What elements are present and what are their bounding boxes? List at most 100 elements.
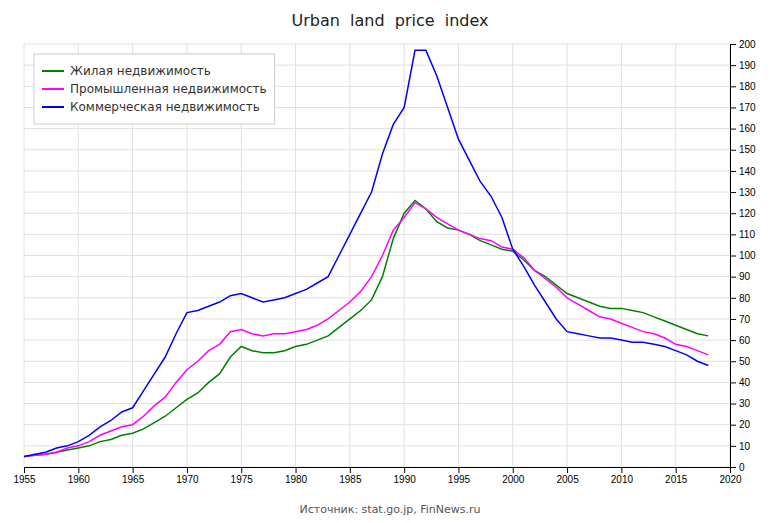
legend: Жилая недвижимость Промышленная недвижимо… [34, 54, 275, 124]
legend-item: Коммерческая недвижимость [42, 100, 260, 114]
x-tick-label: 1990 [394, 474, 417, 485]
legend-swatch [42, 70, 64, 72]
x-tick: 2015 [665, 467, 688, 485]
grid-line-x [675, 44, 676, 467]
y-tick-mark [730, 298, 736, 299]
x-tick-label: 1975 [231, 474, 254, 485]
x-tick-mark [621, 467, 622, 473]
grid-line-y [24, 403, 730, 404]
y-tick-mark [730, 340, 736, 341]
x-tick: 1955 [13, 467, 36, 485]
grid-line-y [24, 44, 730, 45]
legend-item: Жилая недвижимость [42, 64, 211, 78]
y-tick-mark [730, 65, 736, 66]
x-tick-mark [187, 467, 188, 473]
y-tick-mark [730, 382, 736, 383]
y-tick: 100 [730, 250, 756, 261]
x-tick-label: 1970 [176, 474, 199, 485]
y-tick-mark [730, 129, 736, 130]
legend-label: Жилая недвижимость [70, 64, 211, 78]
y-tick-label: 100 [739, 250, 756, 261]
y-tick-mark [730, 277, 736, 278]
grid-line-x [349, 44, 350, 467]
x-tick-label: 1955 [13, 474, 36, 485]
y-tick-label: 10 [739, 441, 751, 452]
x-axis-line [25, 468, 731, 474]
y-tick: 70 [730, 314, 751, 325]
grid-line-y [24, 318, 730, 319]
x-tick-mark [404, 467, 405, 473]
legend-swatch [42, 106, 64, 108]
y-tick-mark [730, 319, 736, 320]
legend-swatch [42, 88, 64, 90]
y-tick: 170 [730, 102, 756, 113]
y-tick: 110 [730, 229, 755, 240]
grid-line-x [512, 44, 513, 467]
grid-line-y [24, 276, 730, 277]
grid-line-y [24, 149, 730, 150]
x-tick-label: 1965 [122, 474, 145, 485]
y-tick-label: 160 [739, 123, 756, 134]
grid-line-y [24, 361, 730, 362]
x-axis: 1955196019651970197519801985199019952000… [13, 467, 742, 485]
legend-label: Промышленная недвижимость [70, 82, 267, 96]
y-tick: 200 [730, 39, 756, 50]
grid-line-y [24, 255, 730, 256]
y-tick-mark [730, 86, 736, 87]
y-tick-mark [730, 256, 736, 257]
y-tick-label: 170 [739, 102, 756, 113]
series-line [24, 203, 708, 457]
grid-line-y [24, 192, 730, 193]
x-tick-label: 2005 [556, 474, 579, 485]
legend-label: Коммерческая недвижимость [70, 100, 260, 114]
y-tick: 30 [730, 398, 751, 409]
grid-line-x [567, 44, 568, 467]
y-tick: 50 [730, 356, 751, 367]
y-tick-label: 190 [739, 60, 756, 71]
x-tick-mark [133, 467, 134, 473]
y-tick-mark [730, 404, 736, 405]
y-tick-label: 60 [739, 335, 751, 346]
x-tick: 1975 [231, 467, 254, 485]
grid-line-y [24, 213, 730, 214]
x-tick-mark [513, 467, 514, 473]
grid-line-y [24, 234, 730, 235]
plot-area [24, 50, 708, 456]
x-tick: 2005 [556, 467, 579, 485]
y-tick: 10 [730, 441, 751, 452]
y-tick: 120 [730, 208, 756, 219]
x-tick-label: 1980 [285, 474, 308, 485]
x-tick: 2000 [502, 467, 525, 485]
x-tick-label: 2020 [719, 474, 742, 485]
y-tick-mark [730, 44, 736, 45]
x-tick: 1960 [68, 467, 91, 485]
grid-line-x [458, 44, 459, 467]
x-tick-mark [567, 467, 568, 473]
x-tick-mark [676, 467, 677, 473]
y-tick-label: 140 [739, 166, 756, 177]
x-tick-mark [24, 467, 25, 473]
y-tick-mark [730, 150, 736, 151]
y-tick: 130 [730, 187, 756, 198]
x-tick: 1965 [122, 467, 145, 485]
chart-svg: 1955196019651970197519801985199019952000… [0, 0, 780, 523]
y-tick: 40 [730, 377, 751, 388]
x-tick-mark [241, 467, 242, 473]
y-tick-label: 40 [739, 377, 751, 388]
y-tick: 60 [730, 335, 751, 346]
grid-line-x [621, 44, 622, 467]
y-tick-label: 70 [739, 314, 751, 325]
y-tick-label: 0 [739, 462, 745, 473]
y-tick-label: 150 [739, 144, 756, 155]
y-tick-mark [730, 446, 736, 447]
x-tick-label: 2015 [665, 474, 688, 485]
y-tick-label: 180 [739, 81, 756, 92]
y-tick-label: 20 [739, 419, 751, 430]
x-tick-mark [350, 467, 351, 473]
y-tick-label: 30 [739, 398, 751, 409]
y-tick-mark [730, 213, 736, 214]
x-tick: 2010 [611, 467, 634, 485]
y-tick: 140 [730, 166, 756, 177]
y-tick: 160 [730, 123, 756, 134]
y-tick: 90 [730, 271, 751, 282]
